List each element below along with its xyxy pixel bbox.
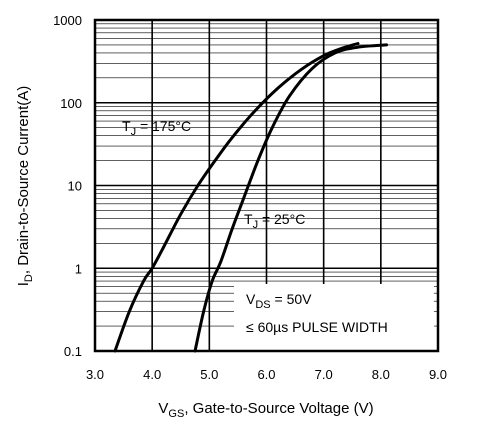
plot-frame [93, 18, 440, 353]
series-tj-25c-curve [193, 43, 389, 353]
y-tick-labels: 0.1 1 10 100 1000 [53, 13, 82, 359]
y-axis-label: ID, Drain-to-Source Current(A) [15, 86, 35, 287]
series-curves [113, 42, 389, 353]
x-axis-label-rest: , Gate-to-Source Voltage (V) [184, 400, 373, 417]
x-tick-label: 8.0 [372, 367, 390, 382]
series-label-175c-rest: = 175°C [136, 118, 191, 134]
x-tick-label: 5.0 [200, 367, 218, 382]
x-axis-label: VGS, Gate-to-Source Voltage (V) [158, 400, 373, 420]
series-label-175c-sub: J [131, 126, 137, 138]
y-tick-label: 10 [68, 179, 82, 194]
x-tick-label: 4.0 [143, 367, 161, 382]
series-label-25c: TJ = 25°C [244, 211, 305, 231]
series-label-25c-rest: = 25°C [258, 211, 305, 227]
x-tick-label: 7.0 [315, 367, 333, 382]
annotation-box [234, 284, 434, 350]
x-tick-labels: 3.0 4.0 5.0 6.0 7.0 8.0 9.0 [86, 367, 447, 382]
series-label-25c-main: T [244, 211, 253, 227]
annotation-vds: VDS = 50V [246, 291, 312, 311]
y-axis-label-main: I [15, 282, 32, 286]
x-tick-label: 9.0 [429, 367, 447, 382]
y-tick-label: 1 [75, 261, 82, 276]
x-axis-label-main: V [158, 400, 168, 417]
y-tick-label: 0.1 [64, 344, 82, 359]
y-axis-label-sub: D [23, 274, 35, 282]
annotation-pulse-width: ≤ 60µs PULSE WIDTH [246, 319, 388, 335]
y-axis-label-rest: , Drain-to-Source Current(A) [15, 86, 32, 274]
series-label-175c-main: T [122, 118, 131, 134]
y-tick-label: 1000 [53, 13, 82, 28]
x-axis-label-sub: GS [168, 408, 184, 420]
series-label-175c: TJ = 175°C [122, 118, 191, 138]
x-tick-label: 3.0 [86, 367, 104, 382]
y-tick-label: 100 [60, 96, 82, 111]
annotation-vds-rest: = 50V [271, 291, 313, 307]
annotation-vds-sub: DS [255, 299, 270, 311]
series-tj-175c-curve [113, 42, 360, 353]
series-label-25c-sub: J [253, 219, 259, 231]
x-tick-label: 6.0 [257, 367, 275, 382]
annotation-vds-main: V [246, 291, 256, 307]
